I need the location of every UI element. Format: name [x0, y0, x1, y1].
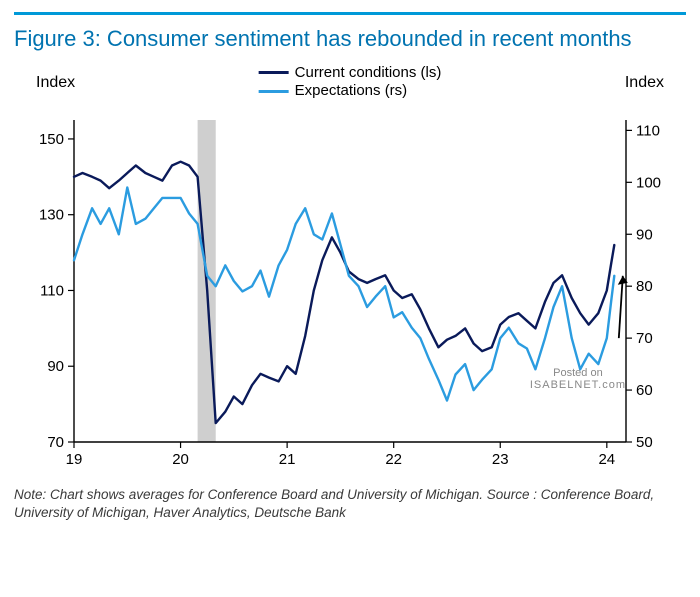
svg-text:150: 150	[39, 131, 64, 148]
svg-text:110: 110	[40, 282, 64, 299]
svg-text:50: 50	[636, 434, 653, 451]
chart-area: Index Index Current conditions (ls) Expe…	[14, 64, 686, 476]
svg-text:21: 21	[279, 451, 296, 468]
svg-text:19: 19	[66, 451, 83, 468]
figure-container: Figure 3: Consumer sentiment has rebound…	[0, 0, 700, 597]
svg-text:22: 22	[385, 451, 402, 468]
svg-text:110: 110	[636, 122, 660, 139]
svg-text:20: 20	[172, 451, 189, 468]
svg-text:23: 23	[492, 451, 509, 468]
svg-text:70: 70	[636, 330, 653, 347]
svg-text:100: 100	[636, 174, 661, 191]
svg-text:24: 24	[598, 451, 615, 468]
svg-text:80: 80	[636, 278, 653, 295]
svg-text:130: 130	[39, 206, 64, 223]
watermark-line1: Posted on	[530, 367, 626, 379]
chart-svg: 70 90 110 130 150 50 60 70 80 90 100 110 19 20 21 22 23 2…	[14, 64, 686, 476]
figure-title: Figure 3: Consumer sentiment has rebound…	[14, 25, 686, 54]
svg-text:90: 90	[47, 358, 64, 375]
source-note: Note: Chart shows averages for Conferenc…	[14, 486, 686, 522]
watermark-line2: ISABELNET.com	[530, 379, 626, 391]
svg-text:70: 70	[47, 434, 64, 451]
svg-text:90: 90	[636, 226, 653, 243]
watermark: Posted on ISABELNET.com	[530, 367, 626, 391]
svg-text:60: 60	[636, 382, 653, 399]
title-bar: Figure 3: Consumer sentiment has rebound…	[14, 12, 686, 60]
